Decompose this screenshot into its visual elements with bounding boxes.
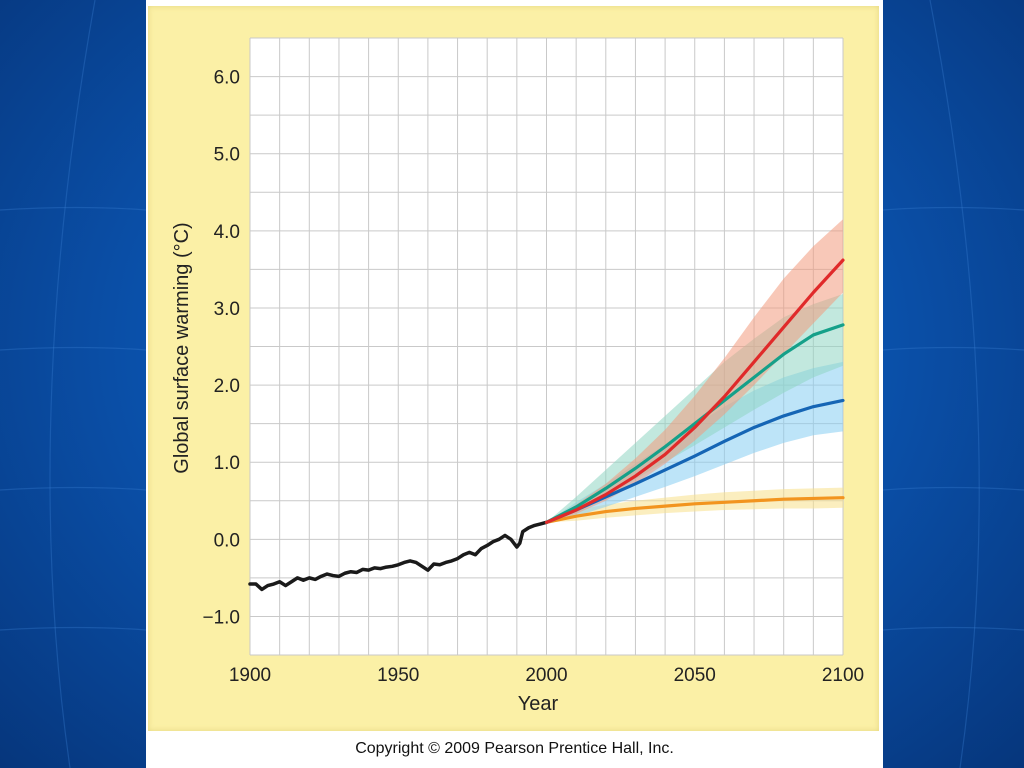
- y-tick-label: 6.0: [214, 68, 240, 89]
- series-line-0: [248, 520, 549, 592]
- series-lines: [248, 258, 845, 592]
- warming-chart: 1900 1950 2000 2050 2100 −1.0 0.0 1.0 2.0 3.0 4.0…: [171, 37, 864, 715]
- x-tick-label: 2000: [525, 665, 567, 686]
- x-tick-label: 1950: [377, 665, 419, 686]
- copyright-text: Copyright © 2009 Pearson Prentice Hall, …: [355, 740, 674, 757]
- figure-panel: 1900 1950 2000 2050 2100 −1.0 0.0 1.0 2.0 3.0 4.0…: [146, 0, 883, 768]
- x-tick-label: 2100: [822, 665, 864, 686]
- x-tick-label: 1900: [229, 665, 271, 686]
- series-line-1: [544, 496, 845, 524]
- y-tick-labels: −1.0 0.0 1.0 2.0 3.0 4.0 5.0 6.0: [202, 68, 240, 629]
- series-line-3: [544, 323, 845, 524]
- x-tick-label: 2050: [674, 665, 716, 686]
- y-tick-label: 1.0: [214, 453, 240, 474]
- y-tick-label: 3.0: [214, 299, 240, 320]
- y-tick-label: 5.0: [214, 145, 240, 166]
- y-tick-label: 4.0: [214, 222, 240, 243]
- x-tick-labels: 1900 1950 2000 2050 2100: [229, 665, 864, 686]
- y-tick-label: 0.0: [214, 530, 240, 551]
- uncertainty-band-4: [546, 219, 843, 523]
- y-tick-label: 2.0: [214, 376, 240, 397]
- series-line-4: [544, 258, 845, 524]
- y-axis-title: Global surface warming (°C): [171, 222, 193, 473]
- y-tick-label: −1.0: [202, 607, 240, 628]
- x-axis-title: Year: [518, 693, 559, 715]
